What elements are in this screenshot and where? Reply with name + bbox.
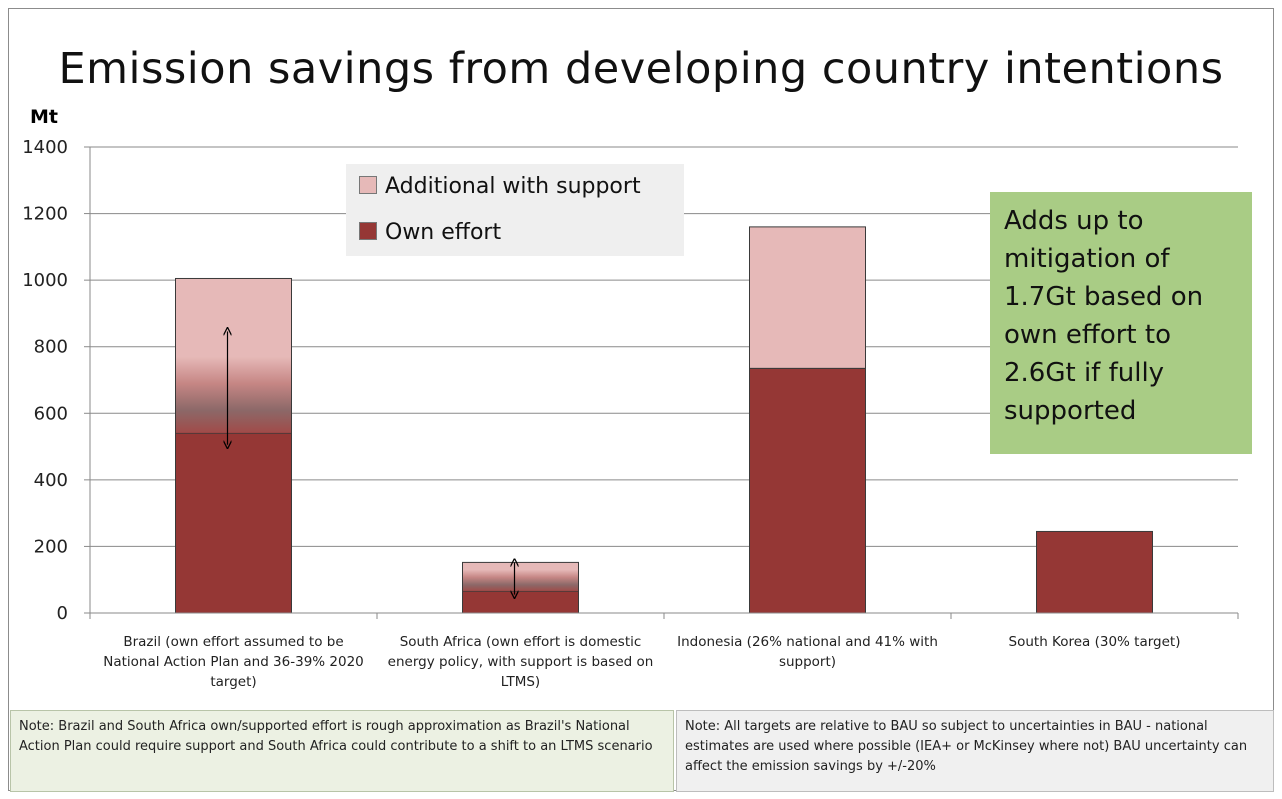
x-category-label: Brazil (own effort assumed to be Nationa… (103, 634, 364, 690)
chart-legend: Additional with support Own effort (346, 164, 684, 256)
y-axis-label: Mt (30, 106, 58, 128)
y-tick-label: 1400 (22, 137, 68, 158)
bar-own-effort (175, 432, 292, 614)
note-left: Note: Brazil and South Africa own/suppor… (10, 710, 674, 792)
uncertainty-band (463, 569, 578, 592)
callout-line: Adds up to (1004, 206, 1144, 236)
callout-line: mitigation of (1004, 244, 1170, 274)
y-tick-label: 1200 (22, 204, 68, 225)
y-tick-label: 800 (34, 337, 68, 358)
bar-own-effort (462, 590, 579, 614)
y-tick-label: 1000 (22, 270, 68, 291)
legend-item-additional: Additional with support (359, 174, 641, 199)
y-tick-label: 0 (57, 603, 68, 624)
x-category-label: South Africa (own effort is domestic ene… (387, 634, 654, 690)
legend-swatch-additional (359, 176, 377, 194)
y-tick-label: 600 (34, 403, 68, 424)
callout-box: Adds up to mitigation of 1.7Gt based on … (990, 192, 1252, 454)
y-tick-label: 400 (34, 470, 68, 491)
callout-line: own effort to (1004, 320, 1171, 350)
bar-own-effort (749, 367, 866, 614)
callout-line: 2.6Gt if fully (1004, 358, 1165, 388)
x-category-label: Indonesia (26% national and 41% with sup… (677, 634, 938, 670)
callout-line: 1.7Gt based on (1004, 282, 1204, 312)
uncertainty-band (176, 356, 291, 434)
bar-own-effort (1036, 530, 1153, 614)
legend-label-own-effort: Own effort (385, 220, 502, 245)
callout-line: supported (1004, 396, 1137, 426)
x-category-label: South Korea (30% target) (1008, 634, 1181, 650)
note-right: Note: All targets are relative to BAU so… (676, 710, 1274, 792)
legend-item-own-effort: Own effort (359, 220, 501, 245)
y-tick-label: 200 (34, 536, 68, 557)
legend-swatch-own-effort (359, 222, 377, 240)
chart-title: Emission savings from developing country… (58, 44, 1224, 94)
legend-label-additional: Additional with support (385, 174, 641, 199)
bar-additional-support (749, 226, 866, 369)
